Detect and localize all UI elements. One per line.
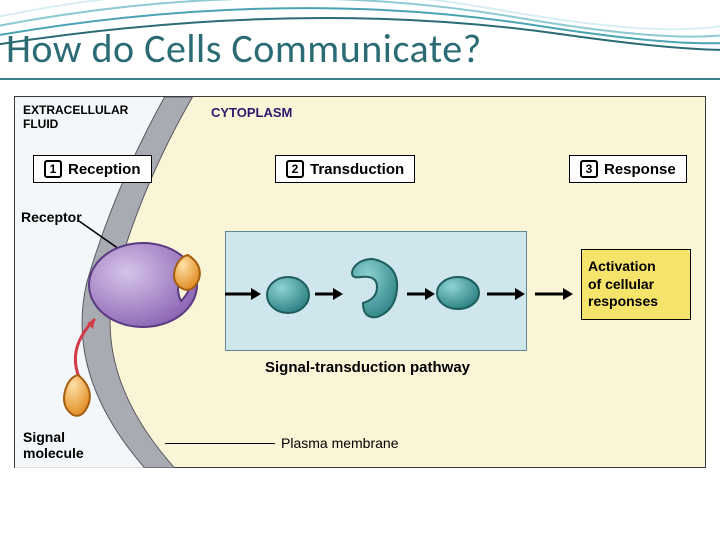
cytoplasm-label: CYTOPLASM	[211, 105, 292, 120]
step-2-transduction: 2 Transduction	[275, 155, 415, 183]
step-2-number: 2	[286, 160, 304, 178]
step-1-number: 1	[44, 160, 62, 178]
relay-protein-1	[265, 275, 311, 315]
extracellular-fluid-label: EXTRACELLULAR FLUID	[23, 103, 128, 131]
bound-signal-molecule	[169, 253, 207, 293]
signal-molecule-label: Signal molecule	[23, 429, 84, 461]
plasma-membrane-label: Plasma membrane	[281, 435, 399, 451]
arrow-5	[533, 285, 573, 303]
page-title: How do Cells Communicate?	[6, 24, 482, 73]
arrow-4	[485, 285, 525, 303]
step-1-label: Reception	[68, 161, 141, 178]
title-underline	[0, 78, 720, 80]
relay-protein-3	[435, 275, 481, 311]
step-2-label: Transduction	[310, 161, 404, 178]
arrow-3	[405, 285, 435, 303]
step-3-label: Response	[604, 161, 676, 178]
step-3-number: 3	[580, 160, 598, 178]
response-box: Activation of cellular responses	[581, 249, 691, 320]
relay-protein-2	[343, 255, 403, 321]
plasma-membrane-leader	[165, 443, 275, 444]
arrow-1	[223, 285, 261, 303]
step-3-response: 3 Response	[569, 155, 687, 183]
free-signal-molecule	[59, 373, 97, 419]
slide: How do Cells Communicate? EXTRACELLULAR …	[0, 0, 720, 540]
receptor-label: Receptor	[21, 209, 82, 225]
arrow-2	[313, 285, 343, 303]
pathway-label: Signal-transduction pathway	[265, 359, 470, 376]
cell-signaling-diagram: EXTRACELLULAR FLUID CYTOPLASM 1 Receptio…	[14, 96, 706, 468]
step-1-reception: 1 Reception	[33, 155, 152, 183]
